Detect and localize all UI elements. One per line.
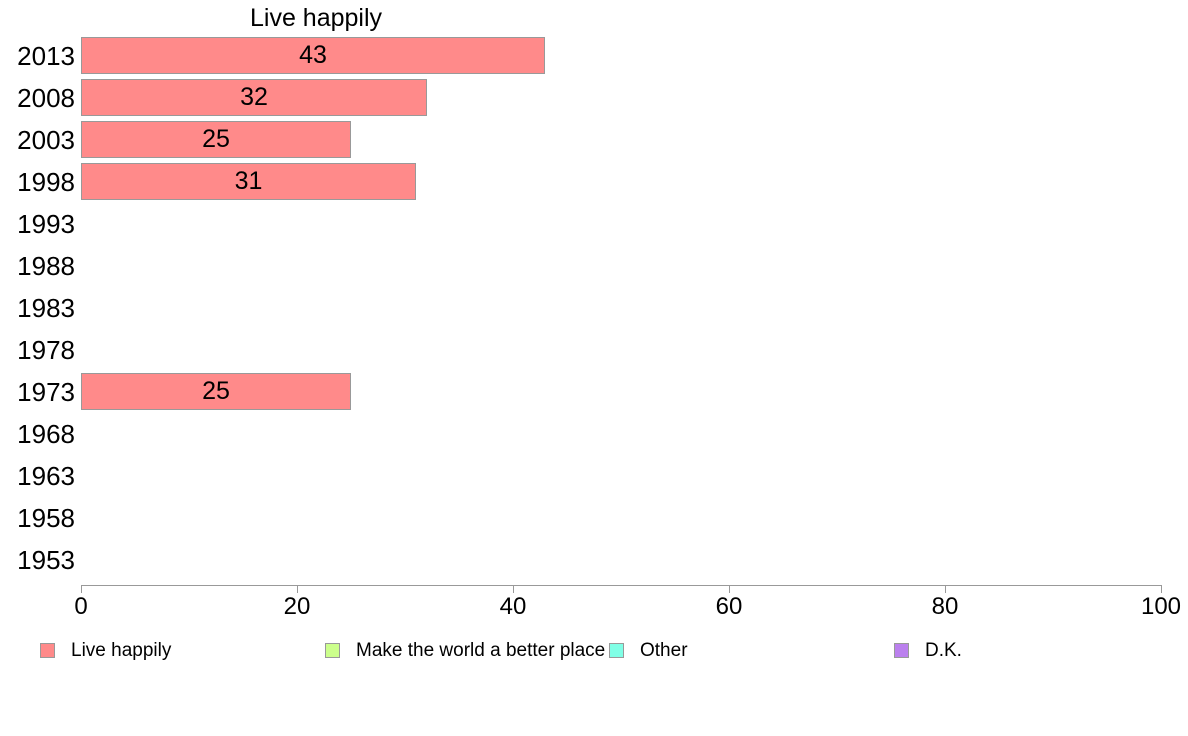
legend-swatch-icon <box>325 642 340 658</box>
y-axis-label: 1998 <box>17 167 75 197</box>
y-axis-label: 1953 <box>17 545 75 575</box>
bar-value-label: 31 <box>234 167 263 195</box>
legend-item: D.K. <box>894 639 962 661</box>
bar: 25 <box>81 373 351 410</box>
legend-item-label: Make the world a better place <box>356 639 606 661</box>
x-axis-tick <box>513 585 514 593</box>
x-axis-line <box>81 585 1162 586</box>
x-axis-tick-label: 100 <box>1140 593 1182 620</box>
x-axis-tick <box>729 585 730 593</box>
x-axis-tick-label: 0 <box>74 593 88 620</box>
x-axis-tick <box>297 585 298 593</box>
y-axis-label: 2013 <box>17 41 75 71</box>
legend-item-label: Other <box>640 639 688 661</box>
bar: 32 <box>81 79 427 116</box>
legend-swatch-icon <box>894 642 909 658</box>
y-axis-label: 1968 <box>17 419 75 449</box>
y-axis-label: 1993 <box>17 209 75 239</box>
bar: 31 <box>81 163 416 200</box>
bar-value-label: 25 <box>202 125 230 153</box>
y-axis-label: 1983 <box>17 293 75 323</box>
x-axis-tick-label: 20 <box>283 593 311 620</box>
y-axis-label: 2008 <box>17 83 75 113</box>
legend-swatch-icon <box>40 642 55 658</box>
x-axis-tick-label: 60 <box>715 593 743 620</box>
legend-swatch-icon <box>609 642 624 658</box>
y-axis-label: 1978 <box>17 335 75 365</box>
x-axis-tick-label: 40 <box>499 593 527 620</box>
y-axis-label: 1973 <box>17 377 75 407</box>
y-axis-label: 1963 <box>17 461 75 491</box>
y-axis-label: 1988 <box>17 251 75 281</box>
legend-item-label: Live happily <box>71 639 172 661</box>
y-axis-label: 1958 <box>17 503 75 533</box>
legend-item: Make the world a better place <box>325 639 606 661</box>
legend-item: Live happily <box>40 639 172 661</box>
x-axis-tick-label: 80 <box>931 593 959 620</box>
bar: 43 <box>81 37 545 74</box>
x-axis-tick <box>945 585 946 593</box>
x-axis-tick <box>81 585 82 593</box>
x-axis-tick <box>1161 585 1162 593</box>
bar-value-label: 32 <box>240 83 268 111</box>
chart-title: Live happily <box>249 4 383 32</box>
bar-value-label: 25 <box>202 377 230 405</box>
y-axis-label: 2003 <box>17 125 75 155</box>
bar-value-label: 43 <box>299 41 327 69</box>
legend-item-label: D.K. <box>925 639 962 661</box>
legend-item: Other <box>609 639 688 661</box>
bar: 25 <box>81 121 351 158</box>
